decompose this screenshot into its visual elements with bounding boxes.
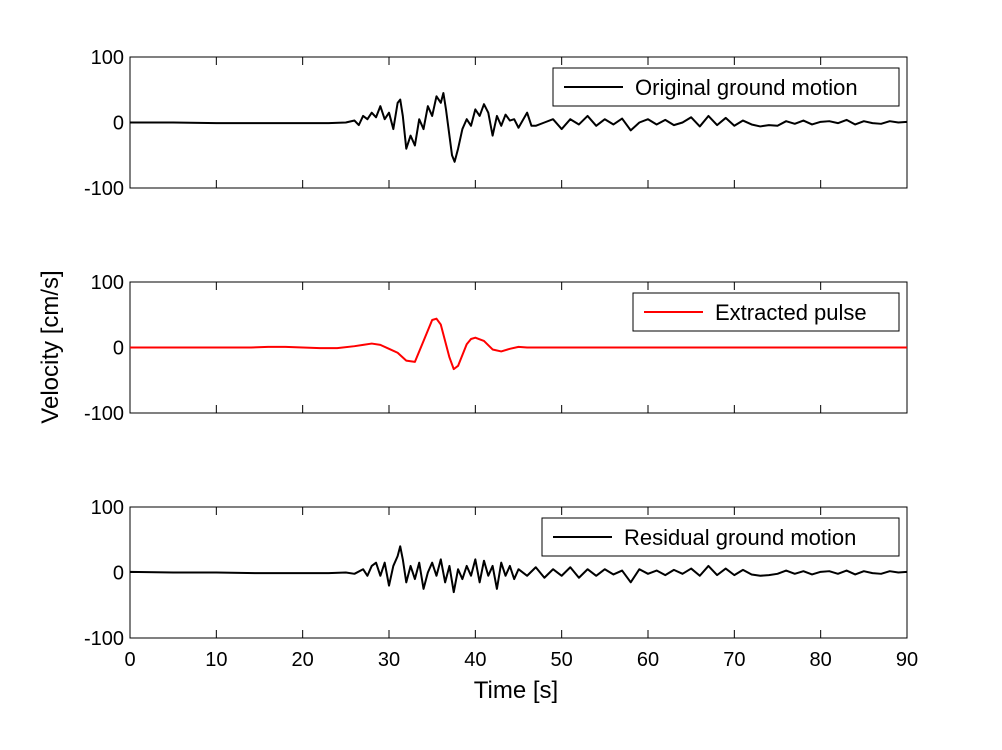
- x-tick-label: 40: [464, 649, 486, 671]
- y-axis-title: Velocity [cm/s]: [37, 270, 64, 423]
- series-residual: [129, 545, 908, 594]
- x-tick-label: 20: [292, 649, 314, 671]
- legend-label-pulse: Extracted pulse: [715, 300, 867, 325]
- y-tick-label: 100: [91, 272, 124, 294]
- x-axis-title: Time [s]: [474, 677, 558, 704]
- y-tick-label: -100: [84, 628, 124, 650]
- series-original: [130, 92, 908, 163]
- series-line-residual: [129, 545, 908, 594]
- y-tick-label: 100: [91, 497, 124, 519]
- x-tick-label: 90: [896, 649, 918, 671]
- y-tick-label: 0: [113, 338, 124, 360]
- x-tick-label: 80: [810, 649, 832, 671]
- y-tick-label: 0: [113, 113, 124, 135]
- y-tick-label: -100: [84, 178, 124, 200]
- x-tick-label: 30: [378, 649, 400, 671]
- x-tick-label: 60: [637, 649, 659, 671]
- series-pulse: [130, 317, 907, 371]
- x-tick-label: 10: [205, 649, 227, 671]
- y-tick-label: 0: [113, 563, 124, 585]
- legend-original: Original ground motion: [552, 67, 900, 107]
- legend-pulse: Extracted pulse: [632, 292, 900, 332]
- legend-label-residual: Residual ground motion: [624, 525, 856, 550]
- ticks-pulse: 100 0 -100: [84, 272, 908, 425]
- x-tick-label: 50: [551, 649, 573, 671]
- x-tick-label: 70: [723, 649, 745, 671]
- legend-label-original: Original ground motion: [635, 75, 858, 100]
- series-line-original: [130, 92, 908, 163]
- panel-extracted-pulse: 100 0 -100 Extracted pulse: [84, 272, 908, 425]
- series-line-pulse: [130, 317, 907, 371]
- y-tick-label: 100: [91, 47, 124, 69]
- y-tick-label: -100: [84, 403, 124, 425]
- legend-residual: Residual ground motion: [541, 517, 900, 557]
- panel-original-ground-motion: 100 0 -100 Original ground motion: [84, 47, 908, 200]
- x-tick-label: 0: [124, 649, 135, 671]
